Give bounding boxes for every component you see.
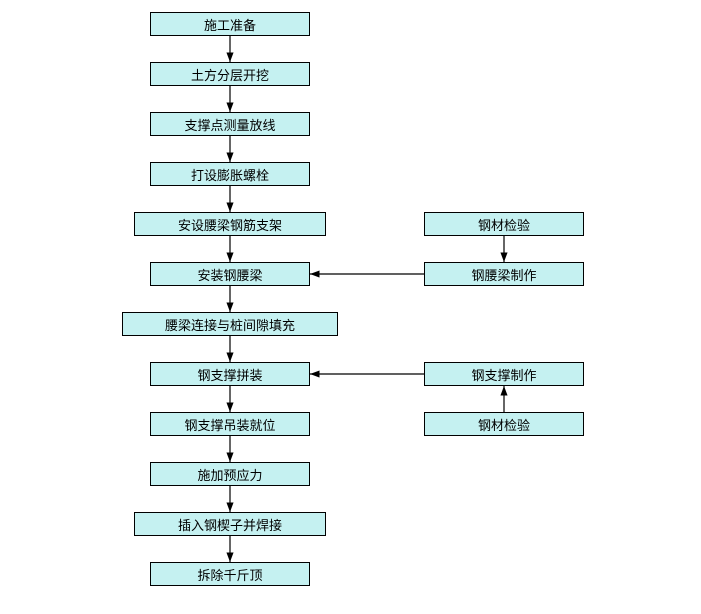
flow-node-label: 安设腰梁钢筋支架 <box>178 215 282 234</box>
flow-node-label: 拆除千斤顶 <box>197 565 262 584</box>
flow-node-n9: 钢支撑吊装就位 <box>150 412 310 436</box>
flow-node-label: 支撑点测量放线 <box>184 115 275 134</box>
flow-node-label: 施加预应力 <box>197 465 262 484</box>
flow-node-label: 插入钢楔子并焊接 <box>178 515 282 534</box>
flow-node-n5: 安设腰梁钢筋支架 <box>134 212 326 236</box>
flow-node-r3: 钢支撑制作 <box>424 362 584 386</box>
flow-node-n6: 安装钢腰梁 <box>150 262 310 286</box>
flow-node-n1: 施工准备 <box>150 12 310 36</box>
flow-node-label: 施工准备 <box>204 15 256 34</box>
flow-node-label: 钢支撑吊装就位 <box>184 415 275 434</box>
flow-node-n12: 拆除千斤顶 <box>150 562 310 586</box>
flow-node-label: 安装钢腰梁 <box>197 265 262 284</box>
flow-node-label: 土方分层开挖 <box>191 65 269 84</box>
flow-node-r4: 钢材检验 <box>424 412 584 436</box>
flow-node-r2: 钢腰梁制作 <box>424 262 584 286</box>
flow-node-label: 钢支撑制作 <box>471 365 536 384</box>
flow-node-label: 钢腰梁制作 <box>471 265 536 284</box>
flow-node-n2: 土方分层开挖 <box>150 62 310 86</box>
flowchart-canvas: 施工准备土方分层开挖支撑点测量放线打设膨胀螺栓安设腰梁钢筋支架安装钢腰梁腰梁连接… <box>0 0 701 614</box>
flow-node-label: 钢支撑拼装 <box>197 365 262 384</box>
flow-node-n8: 钢支撑拼装 <box>150 362 310 386</box>
flow-node-n11: 插入钢楔子并焊接 <box>134 512 326 536</box>
flow-node-n3: 支撑点测量放线 <box>150 112 310 136</box>
edges-layer <box>0 0 701 614</box>
flow-node-r1: 钢材检验 <box>424 212 584 236</box>
flow-node-n10: 施加预应力 <box>150 462 310 486</box>
flow-node-label: 腰梁连接与桩间隙填充 <box>165 315 295 334</box>
flow-node-n4: 打设膨胀螺栓 <box>150 162 310 186</box>
flow-node-n7: 腰梁连接与桩间隙填充 <box>122 312 338 336</box>
flow-node-label: 钢材检验 <box>478 215 530 234</box>
flow-node-label: 打设膨胀螺栓 <box>191 165 269 184</box>
flow-node-label: 钢材检验 <box>478 415 530 434</box>
